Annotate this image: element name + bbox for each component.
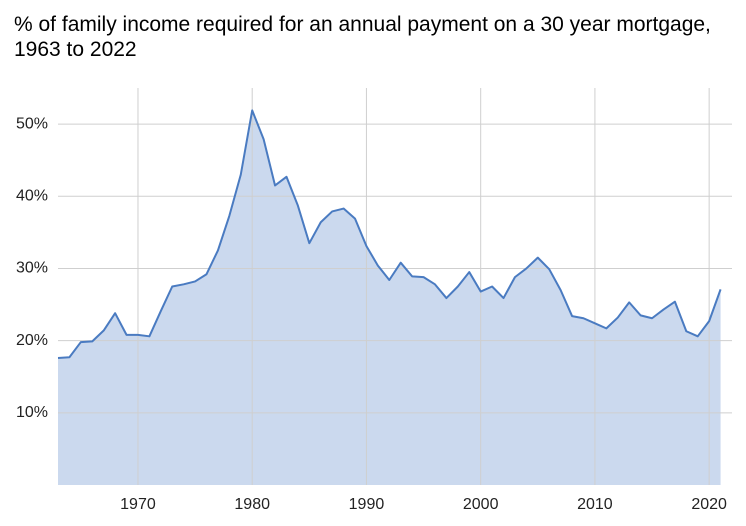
x-tick-label: 2020 xyxy=(691,496,727,513)
y-tick-label: 40% xyxy=(16,187,48,204)
area xyxy=(58,110,721,485)
x-tick-label: 2000 xyxy=(463,496,499,513)
x-tick-label: 1980 xyxy=(234,496,270,513)
y-tick-label: 30% xyxy=(16,260,48,277)
x-tick-label: 1970 xyxy=(120,496,156,513)
x-tick-label: 2010 xyxy=(577,496,613,513)
y-tick-label: 20% xyxy=(16,332,48,349)
y-tick-label: 50% xyxy=(16,115,48,132)
x-tick-label: 1990 xyxy=(349,496,385,513)
chart-title: % of family income required for an annua… xyxy=(14,13,711,61)
y-tick-label: 10% xyxy=(16,404,48,421)
line xyxy=(57,109,722,359)
